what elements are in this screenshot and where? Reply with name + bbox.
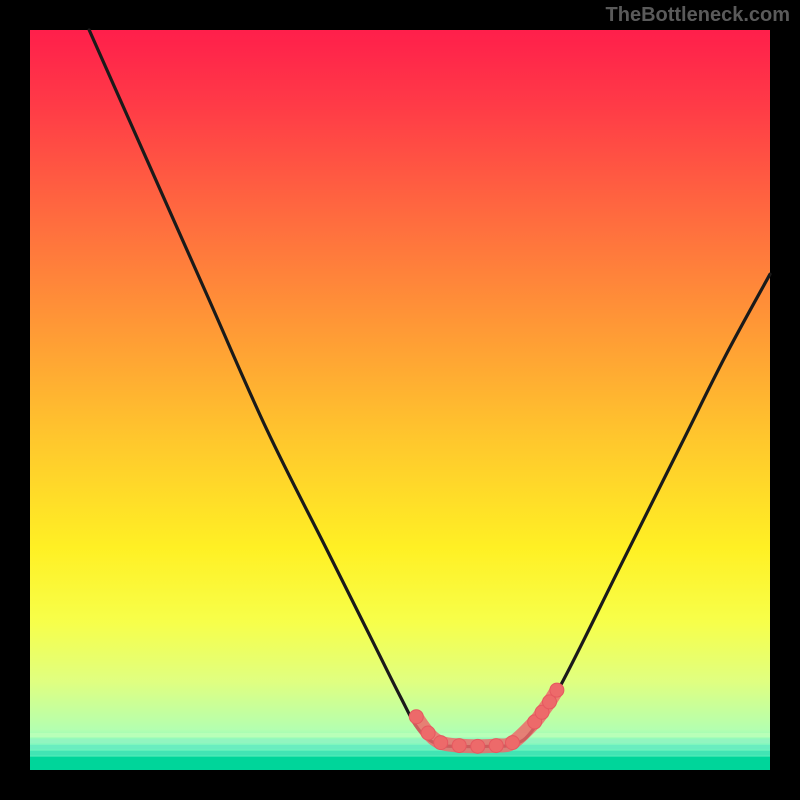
green-band [30,733,770,737]
data-marker [505,736,519,750]
plot-background [30,30,770,770]
data-marker [471,739,485,753]
data-marker [409,710,423,724]
data-marker [421,726,435,740]
watermark-text: TheBottleneck.com [606,4,790,27]
data-marker [550,683,564,697]
bottleneck-chart [0,0,800,800]
green-band [30,745,770,749]
green-band [30,739,770,743]
green-band [30,757,770,770]
chart-container: TheBottleneck.com [0,0,800,800]
green-band [30,751,770,755]
data-marker [452,739,466,753]
data-marker [489,739,503,753]
data-marker [434,736,448,750]
